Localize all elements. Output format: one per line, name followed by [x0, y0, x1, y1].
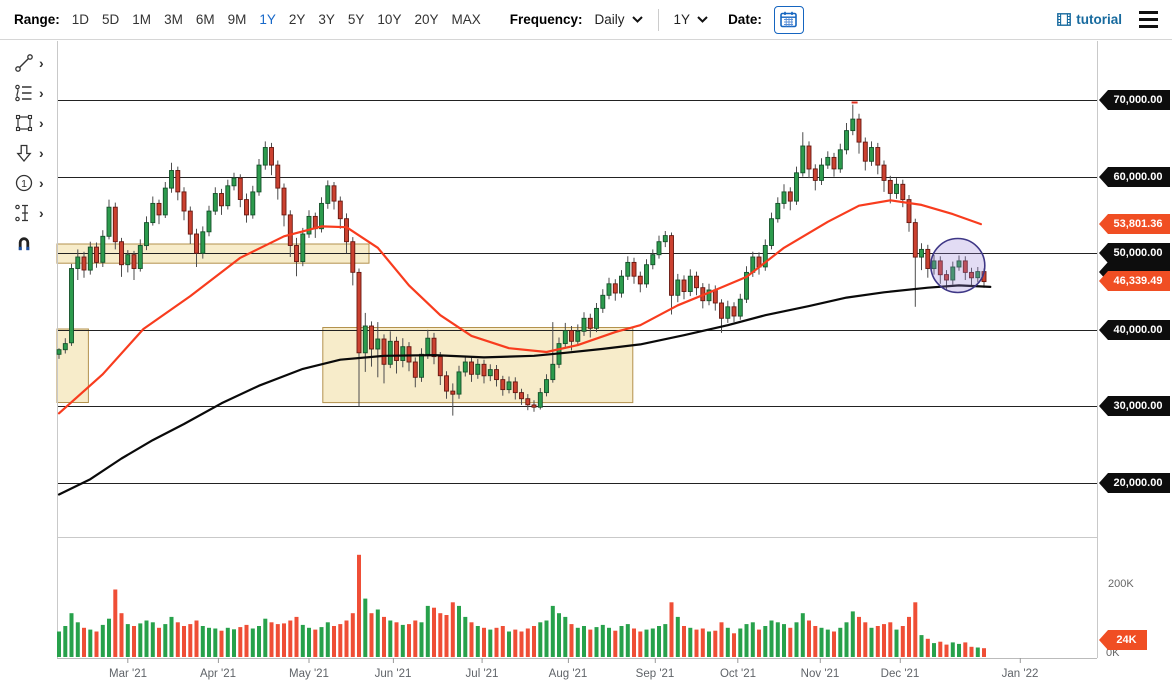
chevron-right-icon: › [39, 175, 44, 191]
chevron-down-icon [697, 16, 708, 23]
range-option-3M[interactable]: 3M [164, 12, 183, 27]
tool-measure-button[interactable]: › [0, 198, 56, 228]
tool-number-annotation-button[interactable]: 1 › [0, 168, 56, 198]
chevron-right-icon: › [39, 145, 44, 161]
tool-trend-line-button[interactable]: › [0, 48, 56, 78]
chevron-right-icon: › [39, 115, 44, 131]
number-annotation-icon: 1 [13, 172, 35, 194]
svg-text:1: 1 [21, 178, 27, 190]
range-option-3Y[interactable]: 3Y [318, 12, 335, 27]
range-option-MAX[interactable]: MAX [451, 12, 481, 27]
tutorial-film-icon [1057, 13, 1072, 26]
range-option-9M[interactable]: 9M [227, 12, 247, 27]
fibonacci-icon [13, 82, 35, 104]
toolbar-divider [657, 8, 659, 31]
trend-line-icon [13, 52, 35, 74]
tool-fibonacci-button[interactable]: › [0, 78, 56, 108]
date-picker-button[interactable] [773, 5, 804, 34]
date-label: Date: [728, 12, 762, 27]
chevron-down-icon [631, 16, 643, 23]
range-options: 1D 5D 1M 3M 6M 9M 1Y 2Y 3Y 5Y 10Y 20Y MAX [72, 12, 494, 27]
range-option-1Y[interactable]: 1Y [259, 12, 276, 27]
frequency-value: Daily [594, 12, 625, 27]
range-option-1D[interactable]: 1D [71, 12, 90, 27]
tool-arrow-button[interactable]: › [0, 138, 56, 168]
tutorial-link[interactable]: tutorial [1057, 12, 1122, 27]
tool-magnet-button[interactable] [0, 228, 56, 258]
chevron-right-icon: › [39, 55, 44, 71]
drawing-toolbar: › › › › 1 › › [0, 48, 56, 258]
interval-dropdown[interactable]: 1Y [674, 12, 709, 27]
tool-rectangle-button[interactable]: › [0, 108, 56, 138]
magnet-icon [13, 232, 35, 254]
rectangle-icon [13, 112, 35, 134]
toolbar: Range: 1D 5D 1M 3M 6M 9M 1Y 2Y 3Y 5Y 10Y 20Y MAX Fre… [0, 0, 1172, 40]
range-option-20Y[interactable]: 20Y [414, 12, 439, 27]
chevron-right-icon: › [39, 85, 44, 101]
range-label: Range: [14, 12, 60, 27]
calendar-icon [780, 11, 798, 28]
frequency-label: Frequency: [509, 12, 583, 27]
range-option-1M[interactable]: 1M [132, 12, 152, 27]
interval-value: 1Y [673, 12, 691, 27]
range-option-2Y[interactable]: 2Y [288, 12, 306, 27]
menu-icon [1139, 11, 1158, 15]
frequency-dropdown[interactable]: Daily [595, 12, 643, 27]
measure-icon [13, 202, 35, 224]
menu-button[interactable] [1139, 11, 1158, 28]
range-option-6M[interactable]: 6M [195, 12, 215, 27]
chevron-right-icon: › [39, 205, 44, 221]
range-option-5D[interactable]: 5D [102, 12, 120, 27]
range-option-10Y[interactable]: 10Y [377, 12, 402, 27]
arrow-icon [13, 142, 35, 164]
tutorial-label: tutorial [1076, 12, 1122, 27]
range-option-5Y[interactable]: 5Y [347, 12, 365, 27]
